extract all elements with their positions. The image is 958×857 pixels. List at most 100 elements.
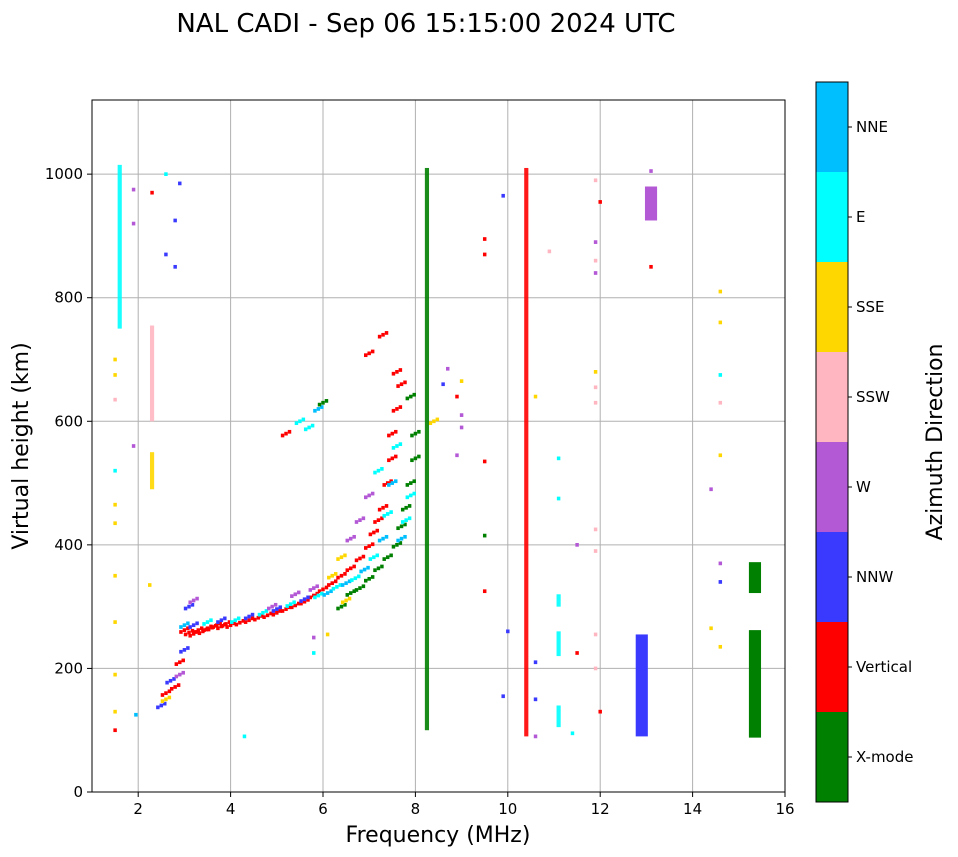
echo-point — [218, 621, 222, 626]
echo-column — [149, 452, 155, 490]
echo-point — [482, 459, 487, 464]
echo-point — [322, 593, 326, 597]
echo-point — [358, 556, 362, 561]
echo-point — [389, 510, 393, 514]
echo-point — [196, 628, 200, 632]
echo-point — [176, 683, 181, 687]
echo-point — [362, 567, 367, 572]
echo-point — [113, 373, 117, 377]
echo-point — [234, 622, 239, 627]
colorbar-segment — [816, 262, 848, 352]
echo-point — [718, 320, 723, 325]
echo-point — [181, 670, 185, 675]
echo-point — [405, 495, 410, 500]
echo-point — [381, 536, 385, 541]
echo-point — [173, 264, 177, 269]
echo-point — [316, 593, 321, 598]
colorbar-frame — [815, 81, 849, 803]
echo-point — [348, 536, 353, 541]
echo-point — [384, 331, 389, 335]
echo-point — [179, 630, 183, 634]
echo-point — [391, 371, 396, 376]
echo-point — [113, 672, 117, 677]
colorbar-segment — [816, 442, 848, 532]
echo-point — [297, 601, 301, 606]
echo-point — [413, 456, 418, 461]
echo-point — [164, 691, 168, 695]
echo-point — [340, 600, 345, 605]
echo-point — [182, 628, 187, 632]
echo-point — [361, 554, 366, 559]
echo-point — [373, 568, 377, 573]
echo-point — [367, 351, 371, 356]
echo-point — [382, 483, 386, 487]
echo-column — [748, 562, 762, 594]
echo-point — [593, 178, 598, 183]
echo-point — [206, 627, 211, 632]
echo-point — [387, 483, 391, 487]
echo-point — [290, 594, 294, 598]
echo-point — [182, 623, 187, 628]
echo-point — [163, 701, 167, 706]
echo-point — [187, 630, 191, 635]
echo-point — [364, 546, 368, 550]
echo-point — [391, 408, 396, 413]
echo-point — [373, 470, 377, 475]
echo-point — [364, 353, 368, 358]
colorbar-tick-label: SSW — [856, 388, 890, 406]
echo-point — [358, 518, 362, 522]
echo-point — [113, 573, 117, 578]
echo-point — [649, 264, 653, 269]
echo-point — [179, 625, 183, 629]
echo-point — [391, 446, 396, 450]
echo-point — [370, 575, 375, 579]
echo-point — [253, 617, 257, 622]
echo-point — [718, 561, 723, 566]
echo-point — [598, 709, 602, 714]
colorbar-segment — [816, 172, 848, 262]
x-axis-ticks: 2 4 6 8 10 12 14 16 — [133, 792, 795, 818]
echo-point — [556, 456, 561, 461]
echo-point — [324, 585, 329, 590]
echo-point — [359, 569, 363, 574]
echo-point — [395, 444, 399, 448]
echo-point — [172, 677, 176, 681]
chart-title: NAL CADI - Sep 06 15:15:00 2024 UTC — [176, 9, 675, 39]
echo-point — [390, 481, 395, 485]
echo-point — [428, 421, 433, 425]
echo-point — [404, 505, 408, 510]
echo-point — [501, 193, 505, 198]
echo-point — [225, 625, 229, 629]
echo-point — [501, 694, 505, 699]
echo-point — [506, 629, 510, 634]
echo-point — [364, 495, 368, 500]
echo-point — [598, 200, 602, 204]
echo-point — [336, 557, 340, 561]
echo-point — [280, 433, 285, 438]
echo-point — [293, 603, 298, 608]
colorbar-tick-label: W — [856, 478, 871, 496]
echo-point — [269, 611, 273, 616]
echo-point — [228, 623, 233, 628]
echo-point — [409, 481, 413, 485]
echo-point — [593, 240, 598, 244]
echo-point — [344, 581, 348, 586]
echo-point — [357, 574, 361, 579]
y-axis-ticks: 0 200 400 600 800 1000 — [45, 165, 92, 801]
echo-point — [380, 516, 384, 521]
echo-point — [302, 599, 307, 604]
echo-point — [271, 609, 276, 613]
echo-point — [131, 444, 136, 448]
echo-point — [188, 625, 192, 629]
echo-point — [261, 610, 265, 615]
echo-point — [347, 579, 352, 584]
echo-column — [644, 186, 658, 221]
echo-point — [593, 271, 598, 275]
echo-point — [287, 429, 292, 434]
echo-point — [398, 405, 403, 409]
echo-point — [390, 456, 395, 461]
echo-point — [718, 373, 723, 377]
echo-point — [405, 396, 410, 401]
y-tick-label: 200 — [54, 659, 83, 677]
echo-point — [404, 518, 408, 522]
